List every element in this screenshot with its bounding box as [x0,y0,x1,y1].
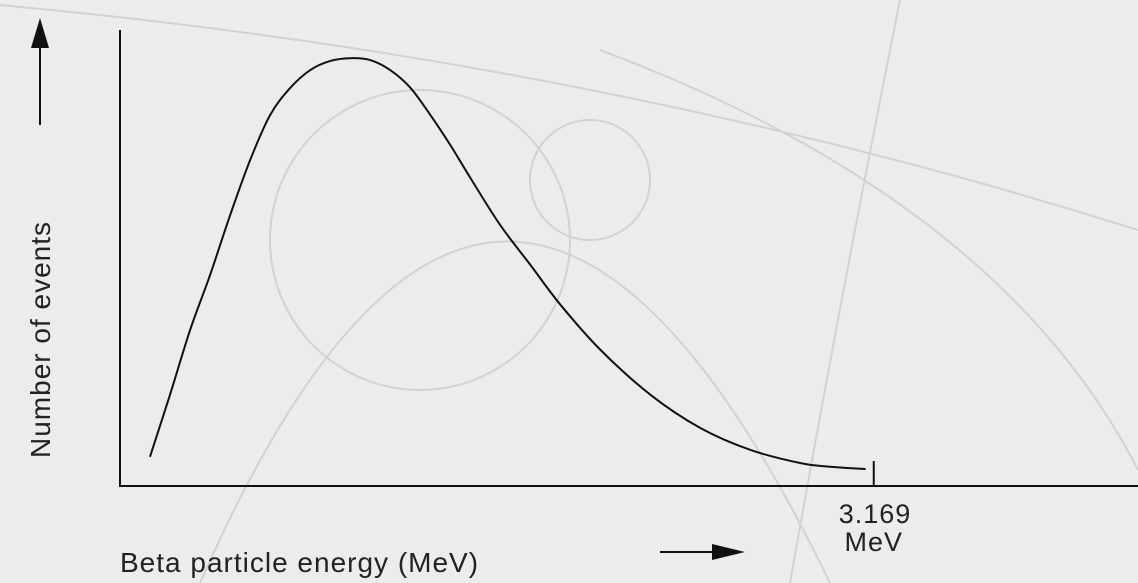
page: Number of events Beta particle energy (M… [0,0,1138,583]
x-axis-arrow [660,544,745,560]
y-axis-label: Number of events [25,221,56,458]
background-tracks [0,0,1138,583]
y-axis-arrow [31,18,49,125]
x-axis-label: Beta particle energy (MeV) [120,547,479,578]
x-tick-label: 3.169 MeV [839,500,909,556]
chart: Number of events Beta particle energy (M… [0,0,1138,583]
